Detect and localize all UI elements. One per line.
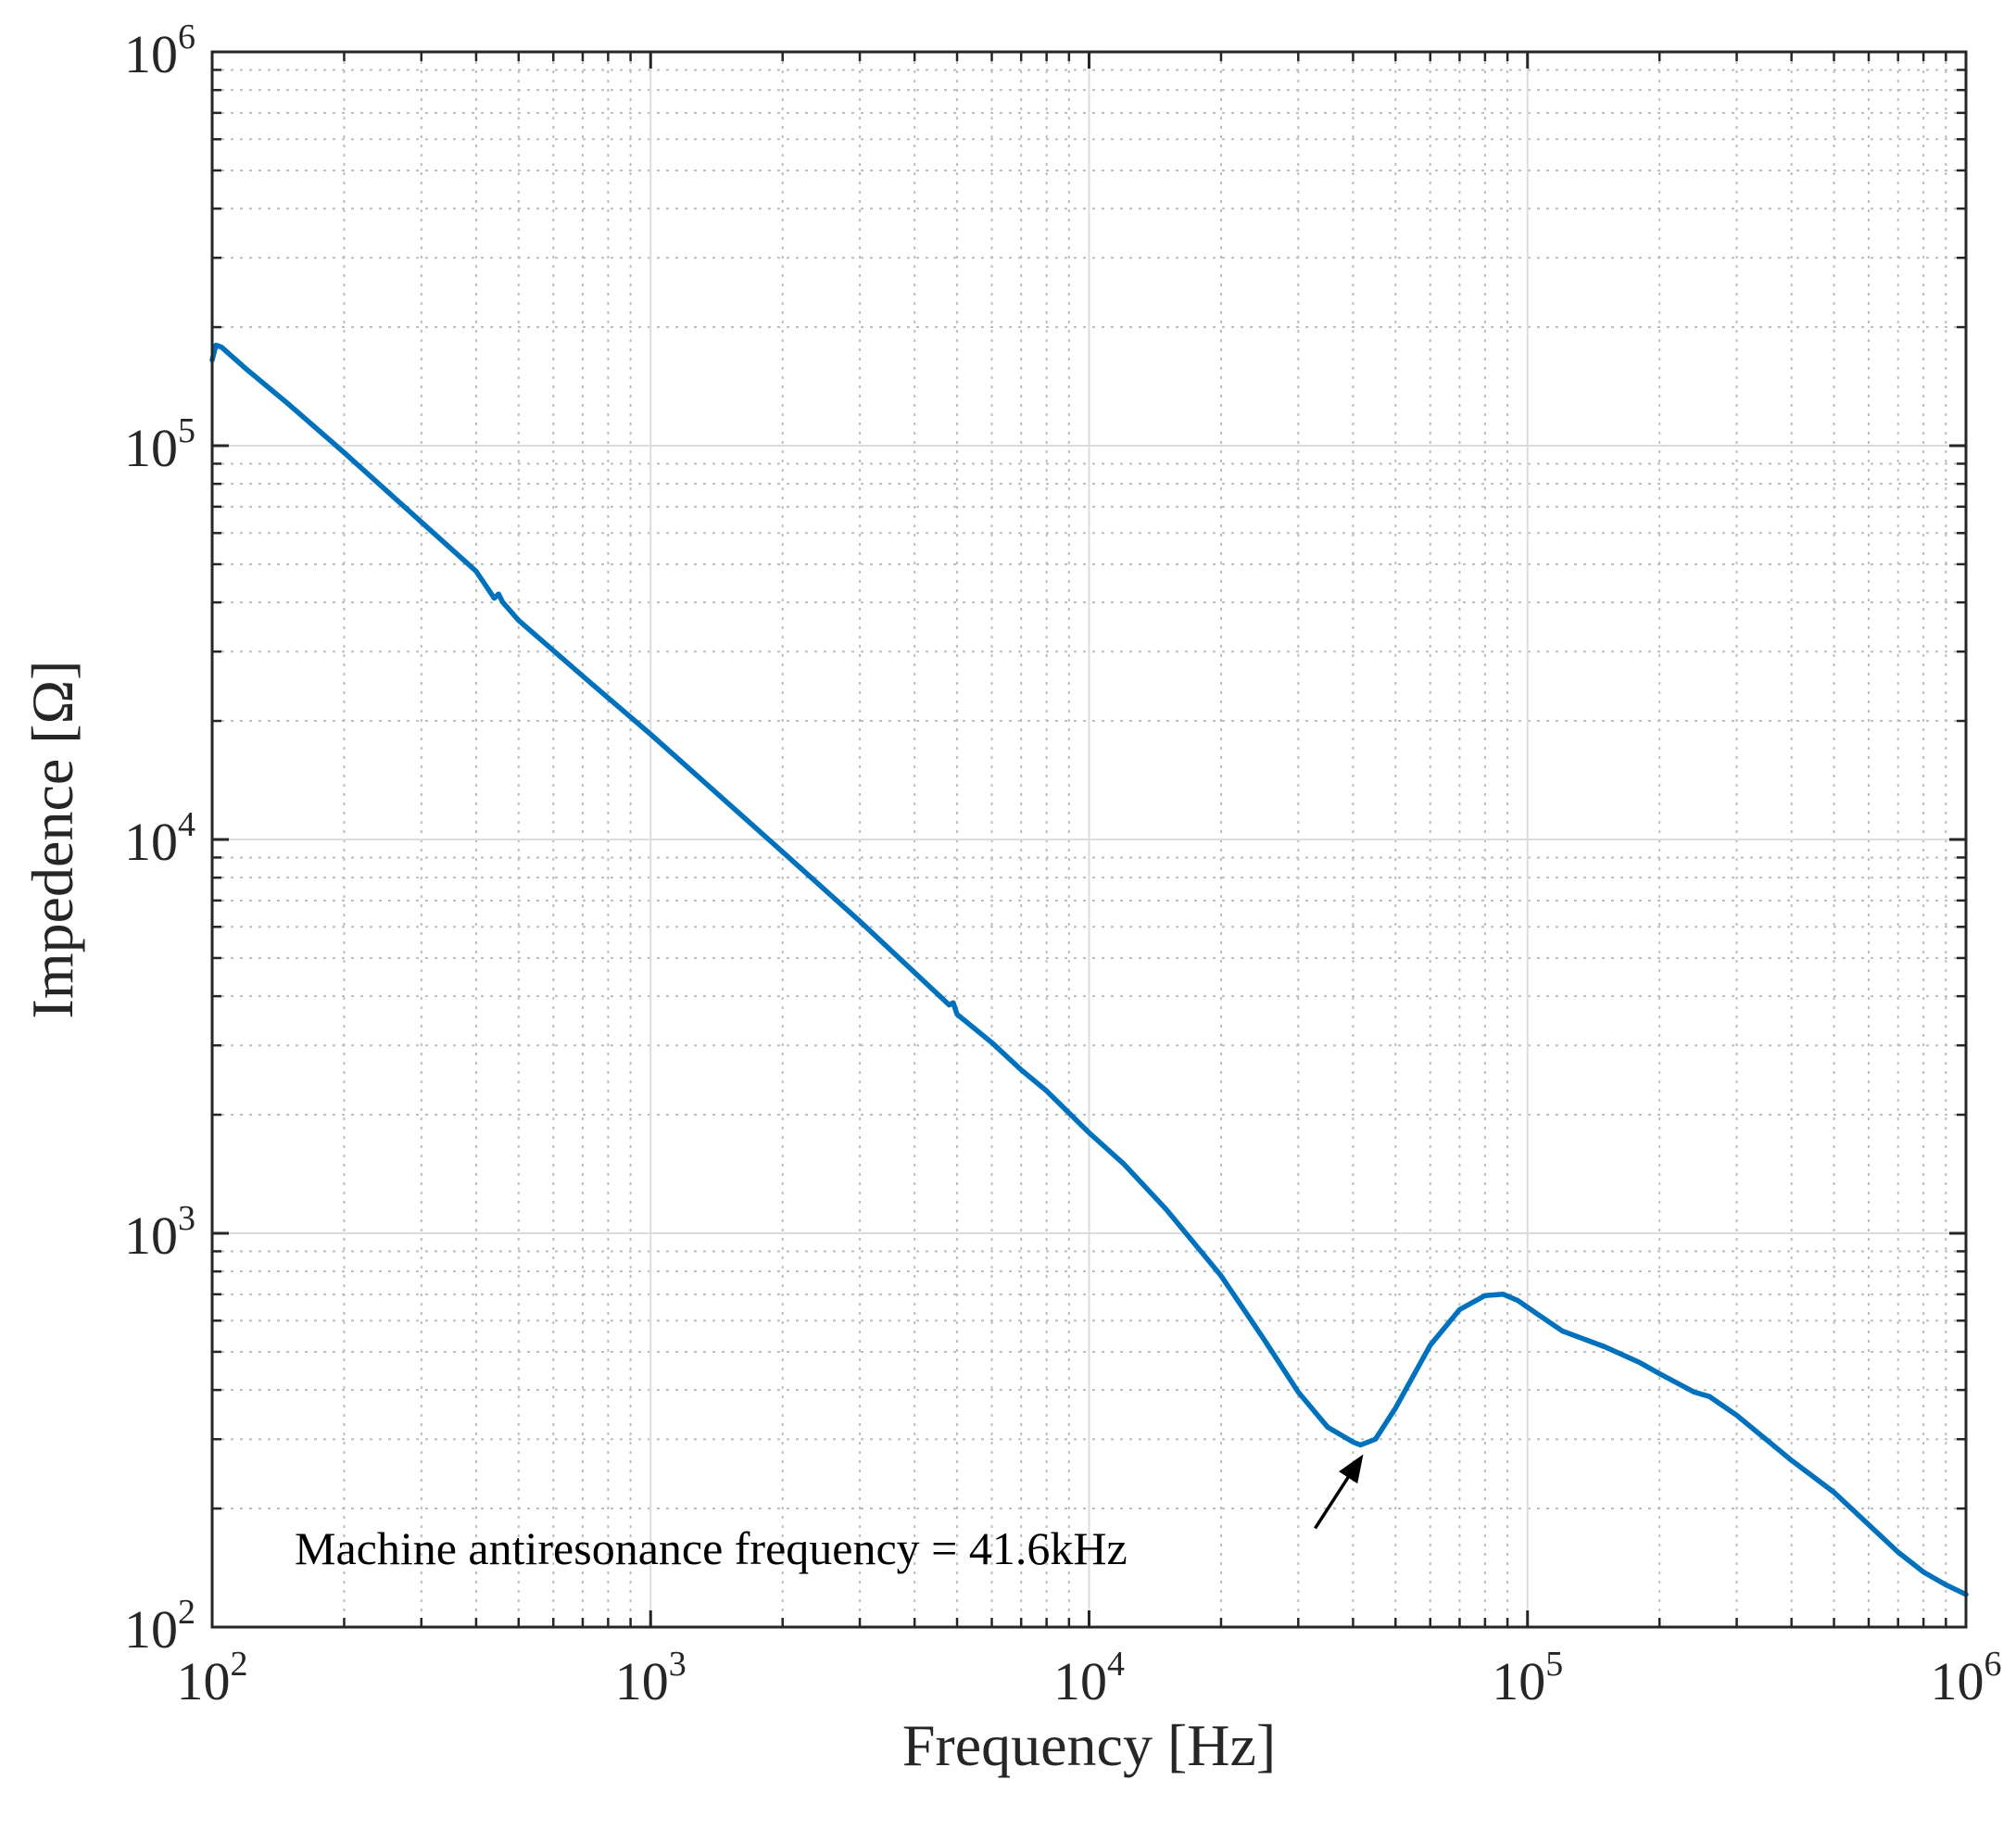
series-line-1	[209, 342, 1969, 1597]
x-tick-label: 104	[1053, 1645, 1125, 1711]
y-tick-label: 105	[124, 411, 195, 478]
annotation: Machine antiresonance frequency = 41.6kH…	[295, 1454, 1364, 1574]
x-tick-label: 106	[1931, 1645, 2002, 1711]
y-tick-label: 104	[124, 805, 195, 872]
plot-area	[209, 342, 1969, 1597]
annotation-arrow-head	[1339, 1454, 1364, 1484]
annotation-text: Machine antiresonance frequency = 41.6kH…	[295, 1522, 1128, 1574]
major-grid	[212, 52, 1966, 1627]
plot-frame	[210, 50, 1968, 1629]
x-tick-label: 105	[1492, 1645, 1563, 1711]
x-tick-label: 102	[177, 1645, 248, 1711]
x-axis-label: Frequency [Hz]	[902, 1712, 1276, 1778]
y-tick-label: 102	[124, 1593, 195, 1660]
x-tick-label: 103	[615, 1645, 687, 1711]
y-tick-label: 103	[124, 1199, 195, 1266]
y-tick-label: 106	[124, 18, 195, 84]
y-axis-label: Impedence [Ω]	[19, 661, 85, 1019]
y-tick-labels: 102 103 104 105 106	[124, 18, 195, 1660]
x-tick-labels: 102 103 104 105 106	[177, 1645, 2002, 1711]
